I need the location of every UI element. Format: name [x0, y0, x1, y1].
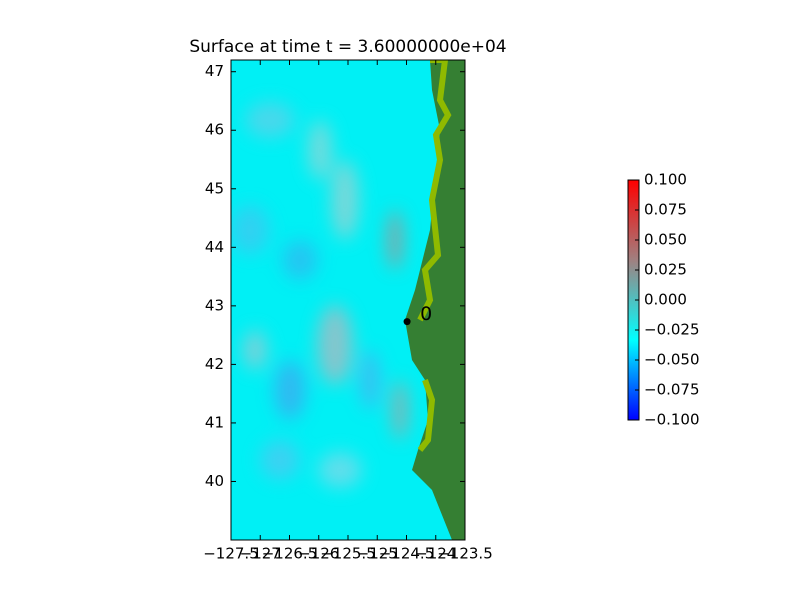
y-tick-label: 40 — [205, 472, 224, 490]
x-tick-label: −125 — [357, 545, 398, 563]
x-tick-label: −124 — [415, 545, 456, 563]
x-tick-label: −123.5 — [437, 545, 493, 563]
colorbar-tick-label: −0.100 — [644, 411, 700, 429]
colorbar-tick-label: −0.050 — [644, 351, 700, 369]
y-tick-label: 41 — [205, 413, 224, 431]
colorbar-tick-label: −0.075 — [644, 381, 700, 399]
y-tick-label: 43 — [205, 296, 224, 314]
colorbar-tick-label: 0.100 — [644, 171, 687, 189]
gauge — [403, 318, 411, 326]
x-tick-label: −124.5 — [379, 545, 435, 563]
colorbar: 0.100 0.075 0.050 0.025 0.000 −0.025 −0.050 −0.… — [627, 171, 700, 429]
chart-title: Surface at time t = 3.60000000e+04 — [189, 37, 506, 57]
x-tick-label: −127 — [240, 545, 281, 563]
colorbar-tick-label: 0.050 — [644, 231, 687, 249]
colorbar-tick-label: 0.000 — [644, 291, 687, 309]
y-tick-label: 45 — [205, 179, 224, 197]
y-tick-label: 46 — [205, 121, 224, 139]
surface-field — [231, 60, 465, 540]
x-tick-label: −126 — [298, 545, 339, 563]
y-tick-label: 42 — [205, 355, 224, 373]
colorbar-tick-label: −0.025 — [644, 321, 700, 339]
x-tick-label: −127.5 — [203, 545, 259, 563]
x-tick-label: −125.5 — [320, 545, 376, 563]
y-tick-label: 44 — [205, 238, 224, 256]
colorbar-tick-label: 0.075 — [644, 201, 687, 219]
y-tick-label: 47 — [205, 62, 224, 80]
gauge-label: 0 — [420, 303, 432, 325]
colorbar-tick-label: 0.025 — [644, 261, 687, 279]
x-tick-label: −126.5 — [262, 545, 318, 563]
